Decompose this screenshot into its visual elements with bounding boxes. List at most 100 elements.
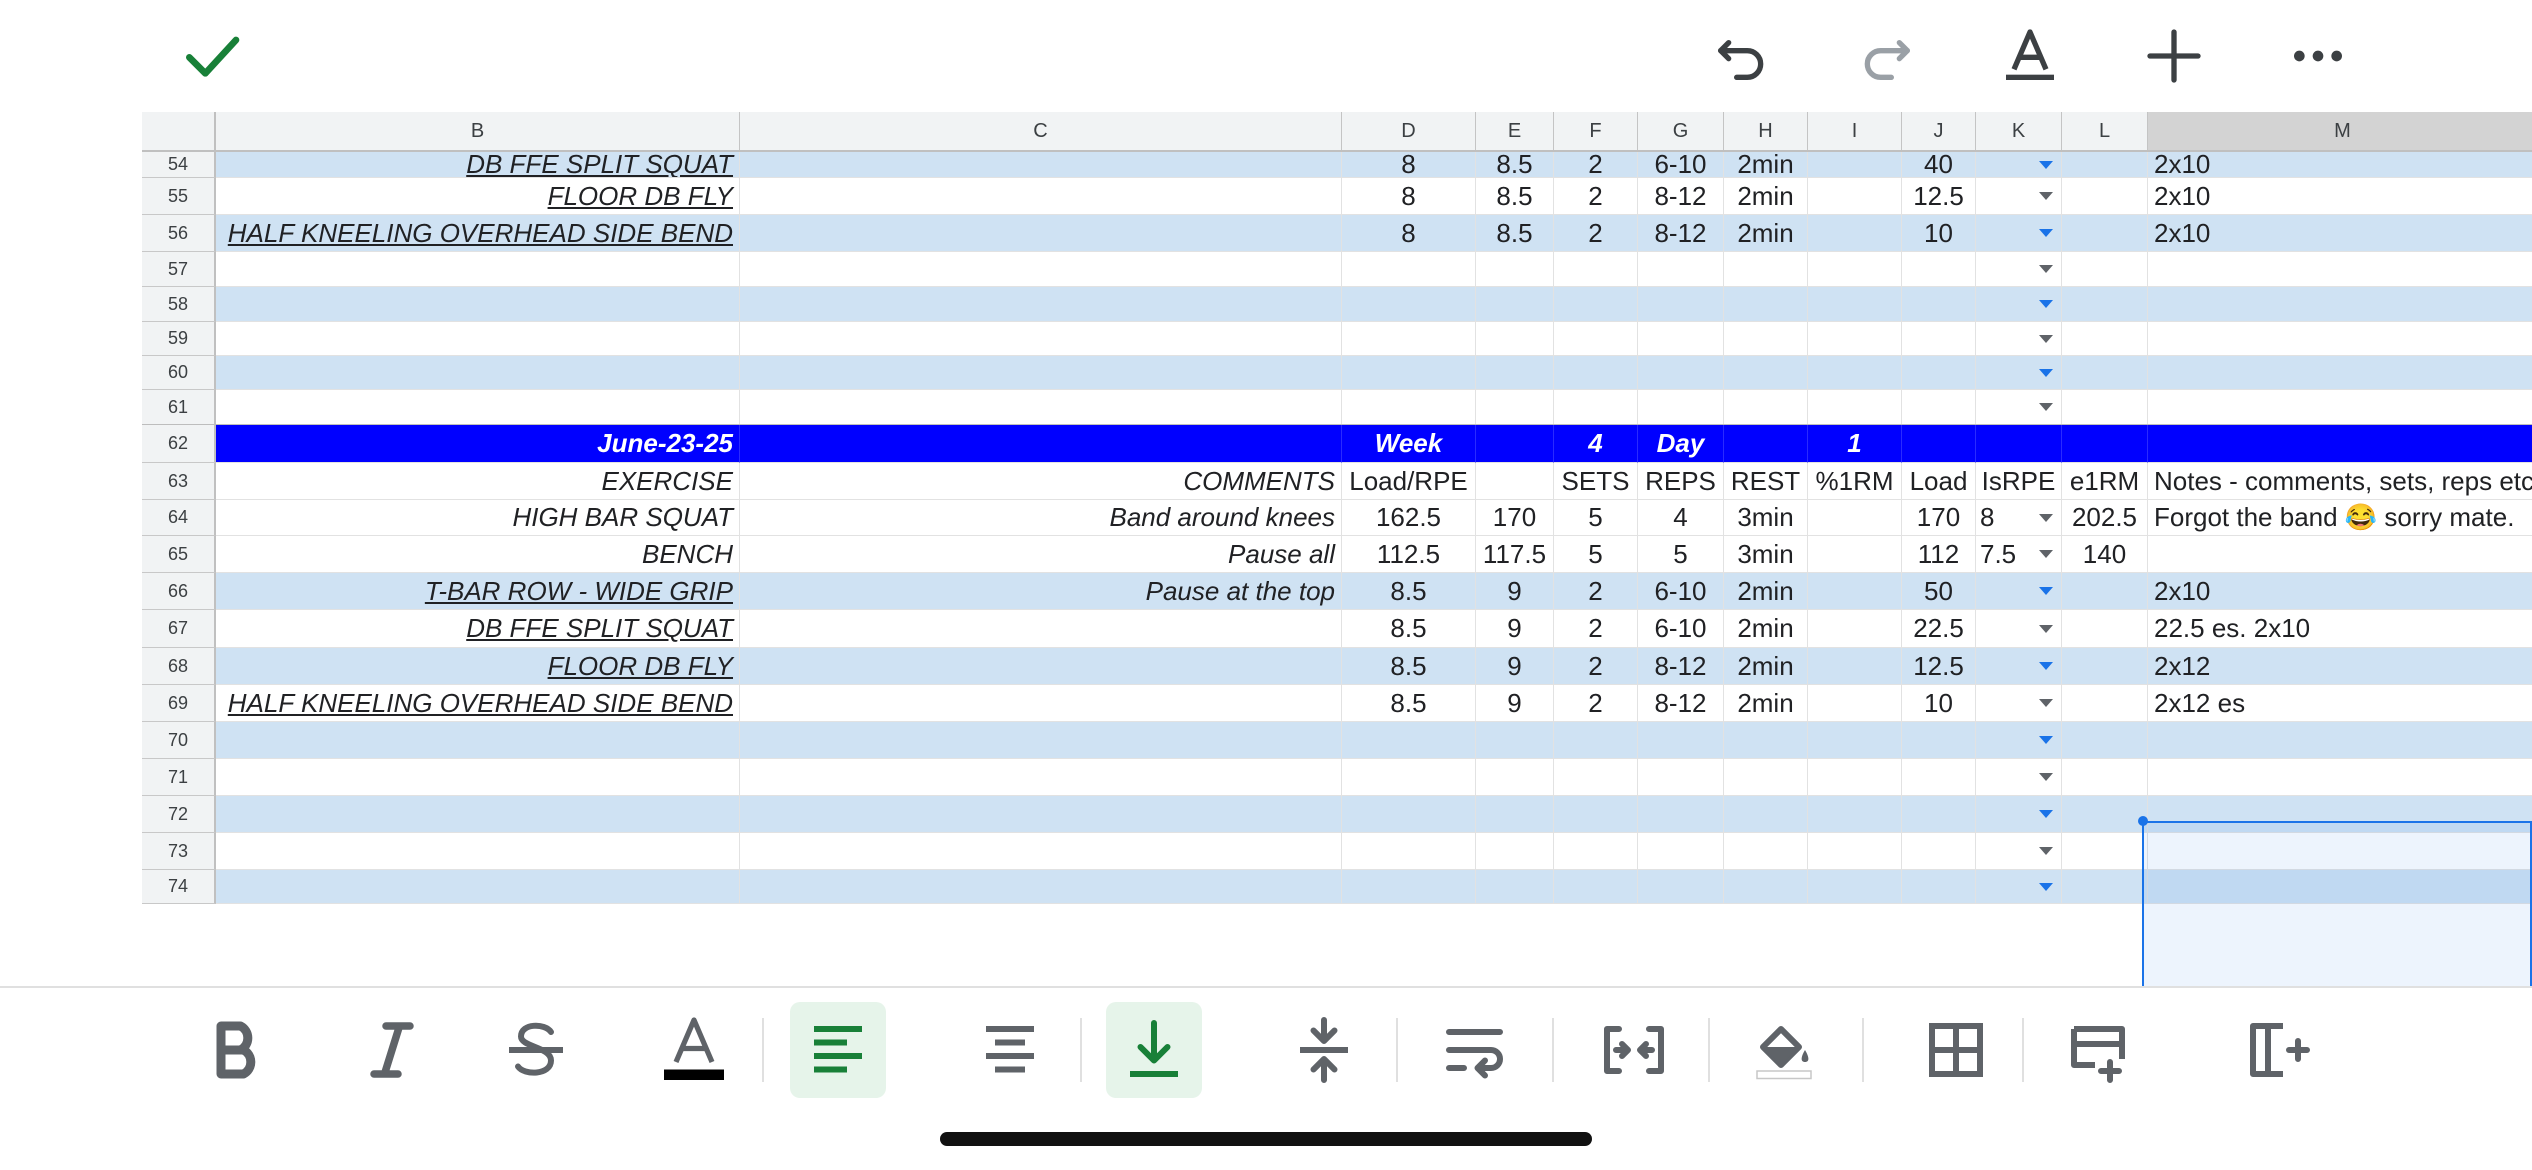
- cell-c54[interactable]: [740, 152, 1342, 178]
- cell-c65[interactable]: Pause all: [740, 536, 1342, 573]
- dropdown-arrow-icon[interactable]: [2039, 513, 2053, 522]
- cell-j57[interactable]: [1902, 252, 1976, 287]
- cell-m69[interactable]: 2x12 es: [2148, 685, 2532, 722]
- cell-k61[interactable]: [1976, 390, 2062, 425]
- cell-e65[interactable]: 117.5: [1476, 536, 1554, 573]
- cell-m58[interactable]: [2148, 287, 2532, 322]
- cell-m70[interactable]: [2148, 722, 2532, 759]
- cell-e58[interactable]: [1476, 287, 1554, 322]
- dropdown-arrow-icon[interactable]: [2039, 160, 2053, 169]
- cell-i63[interactable]: %1RM: [1808, 463, 1902, 500]
- cell-l60[interactable]: [2062, 356, 2148, 390]
- cell-g54[interactable]: 6-10: [1638, 152, 1724, 178]
- cell-l66[interactable]: [2062, 573, 2148, 610]
- cell-b68[interactable]: FLOOR DB FLY: [216, 648, 740, 685]
- cell-g73[interactable]: [1638, 833, 1724, 870]
- cell-c63[interactable]: COMMENTS: [740, 463, 1342, 500]
- cell-g60[interactable]: [1638, 356, 1724, 390]
- cell-l72[interactable]: [2062, 796, 2148, 833]
- cell-j60[interactable]: [1902, 356, 1976, 390]
- cell-d69[interactable]: 8.5: [1342, 685, 1476, 722]
- cell-m64[interactable]: Forgot the band 😂 sorry mate.: [2148, 500, 2532, 536]
- cell-g74[interactable]: [1638, 870, 1724, 904]
- cell-d57[interactable]: [1342, 252, 1476, 287]
- row-number[interactable]: 58: [142, 287, 216, 322]
- row-number[interactable]: 63: [142, 463, 216, 500]
- cell-g58[interactable]: [1638, 287, 1724, 322]
- cell-g68[interactable]: 8-12: [1638, 648, 1724, 685]
- dropdown-arrow-icon[interactable]: [2039, 587, 2053, 595]
- cell-h70[interactable]: [1724, 722, 1808, 759]
- row-number[interactable]: 70: [142, 722, 216, 759]
- cell-d73[interactable]: [1342, 833, 1476, 870]
- cell-f57[interactable]: [1554, 252, 1638, 287]
- cell-m59[interactable]: [2148, 322, 2532, 356]
- borders-icon[interactable]: [1908, 1002, 2004, 1098]
- cell-d65[interactable]: 112.5: [1342, 536, 1476, 573]
- cell-k54[interactable]: [1976, 152, 2062, 178]
- cell-k63[interactable]: IsRPE: [1976, 463, 2062, 500]
- column-header-l[interactable]: L: [2062, 112, 2148, 150]
- cell-d61[interactable]: [1342, 390, 1476, 425]
- row-number[interactable]: 66: [142, 573, 216, 610]
- select-all-corner[interactable]: [142, 112, 216, 152]
- cell-l55[interactable]: [2062, 178, 2148, 215]
- cell-m71[interactable]: [2148, 759, 2532, 796]
- cell-e66[interactable]: 9: [1476, 573, 1554, 610]
- cell-b62[interactable]: June-23-25: [216, 425, 740, 463]
- cell-h55[interactable]: 2min: [1724, 178, 1808, 215]
- cell-c68[interactable]: [740, 648, 1342, 685]
- row-number[interactable]: 68: [142, 648, 216, 685]
- row-number[interactable]: 73: [142, 833, 216, 870]
- cell-i67[interactable]: [1808, 610, 1902, 648]
- cell-h69[interactable]: 2min: [1724, 685, 1808, 722]
- dropdown-arrow-icon[interactable]: [2039, 368, 2053, 377]
- cell-j67[interactable]: 22.5: [1902, 610, 1976, 648]
- cell-k69[interactable]: [1976, 685, 2062, 722]
- cell-c67[interactable]: [740, 610, 1342, 648]
- cell-c70[interactable]: [740, 722, 1342, 759]
- cell-m73[interactable]: [2148, 833, 2532, 870]
- column-header-h[interactable]: H: [1724, 112, 1808, 150]
- row-number[interactable]: 59: [142, 322, 216, 356]
- row-number[interactable]: 71: [142, 759, 216, 796]
- cell-l62[interactable]: [2062, 425, 2148, 463]
- cell-g70[interactable]: [1638, 722, 1724, 759]
- cell-e62[interactable]: [1476, 425, 1554, 463]
- cell-i69[interactable]: [1808, 685, 1902, 722]
- bold-icon[interactable]: [188, 1002, 284, 1098]
- cell-f60[interactable]: [1554, 356, 1638, 390]
- fill-color-icon[interactable]: [1736, 1002, 1832, 1098]
- cell-i73[interactable]: [1808, 833, 1902, 870]
- cell-f62[interactable]: 4: [1554, 425, 1638, 463]
- cell-i58[interactable]: [1808, 287, 1902, 322]
- cell-k55[interactable]: [1976, 178, 2062, 215]
- cell-j65[interactable]: 112: [1902, 536, 1976, 573]
- cell-j70[interactable]: [1902, 722, 1976, 759]
- insert-column-icon[interactable]: [2226, 1002, 2322, 1098]
- cell-d64[interactable]: 162.5: [1342, 500, 1476, 536]
- cell-i56[interactable]: [1808, 215, 1902, 252]
- dropdown-arrow-icon[interactable]: [2039, 773, 2053, 781]
- dropdown-arrow-icon[interactable]: [2039, 403, 2053, 411]
- cell-l63[interactable]: e1RM: [2062, 463, 2148, 500]
- strikethrough-icon[interactable]: [488, 1002, 584, 1098]
- cell-j61[interactable]: [1902, 390, 1976, 425]
- text-format-icon[interactable]: [1990, 16, 2070, 96]
- insert-plus-icon[interactable]: [2134, 16, 2214, 96]
- cell-c58[interactable]: [740, 287, 1342, 322]
- cell-l71[interactable]: [2062, 759, 2148, 796]
- cell-d72[interactable]: [1342, 796, 1476, 833]
- column-header-f[interactable]: F: [1554, 112, 1638, 150]
- text-color-icon[interactable]: [646, 1002, 742, 1098]
- cell-h59[interactable]: [1724, 322, 1808, 356]
- cell-f55[interactable]: 2: [1554, 178, 1638, 215]
- cell-g66[interactable]: 6-10: [1638, 573, 1724, 610]
- cell-b66[interactable]: T-BAR ROW - WIDE GRIP: [216, 573, 740, 610]
- row-number[interactable]: 61: [142, 390, 216, 425]
- cell-m54[interactable]: 2x10: [2148, 152, 2532, 178]
- cell-e69[interactable]: 9: [1476, 685, 1554, 722]
- cell-j54[interactable]: 40: [1902, 152, 1976, 178]
- dropdown-arrow-icon[interactable]: [2039, 300, 2053, 308]
- dropdown-arrow-icon[interactable]: [2039, 882, 2053, 891]
